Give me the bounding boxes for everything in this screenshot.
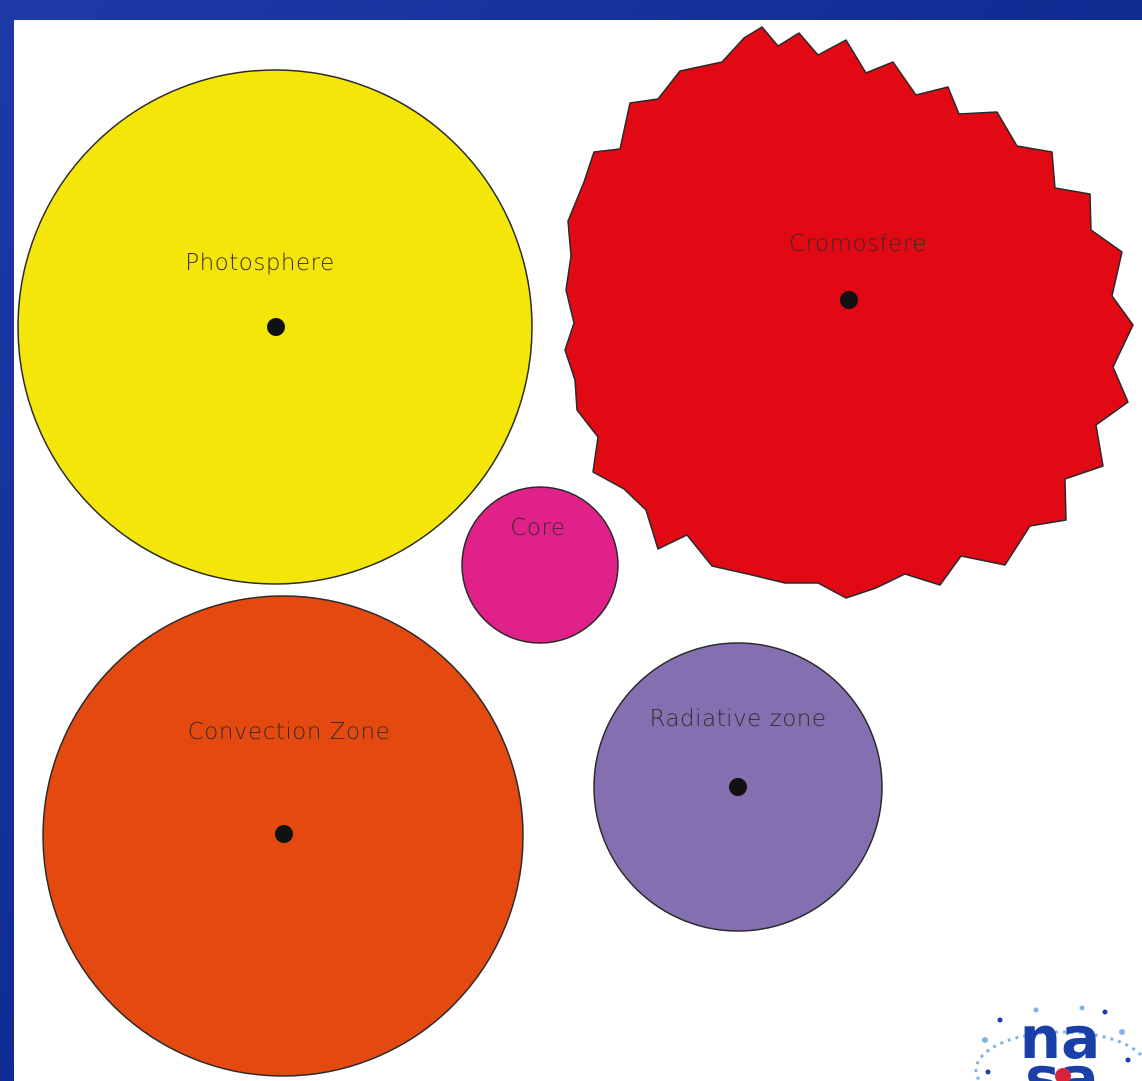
photosphere-center-dot (267, 318, 285, 336)
cromosfere-label: Cromosfere (789, 231, 927, 257)
radiative-zone-label: Radiative zone (649, 706, 826, 732)
convection-zone-shape: Convection Zone (42, 595, 524, 1077)
sun-layers-diagram: Photosphere Cromosfere Core Convection Z… (17, 26, 1142, 1081)
photosphere-label: Photosphere (185, 250, 335, 276)
radiative-zone-shape: Radiative zone (593, 642, 883, 932)
logo-stars (982, 1005, 1131, 1075)
radiative-zone-center-dot (729, 778, 747, 796)
core-circle (461, 486, 619, 644)
core-shape: Core (461, 486, 619, 644)
photosphere-shape: Photosphere (17, 69, 533, 585)
cromosfere-shape: Cromosfere (564, 26, 1134, 599)
white-sheet: Photosphere Cromosfere Core Convection Z… (14, 20, 1142, 1081)
logo-orbit (974, 1030, 1142, 1081)
cromosfere-center-dot (840, 291, 858, 309)
logo-red-star (1055, 1068, 1071, 1081)
logo-letters-top: na (1020, 1004, 1100, 1072)
convection-zone-center-dot (275, 825, 293, 843)
nasa-logo: na sa (974, 1004, 1142, 1081)
core-label: Core (510, 515, 565, 541)
cromosfere-polygon (564, 26, 1134, 599)
convection-zone-label: Convection Zone (188, 719, 391, 745)
